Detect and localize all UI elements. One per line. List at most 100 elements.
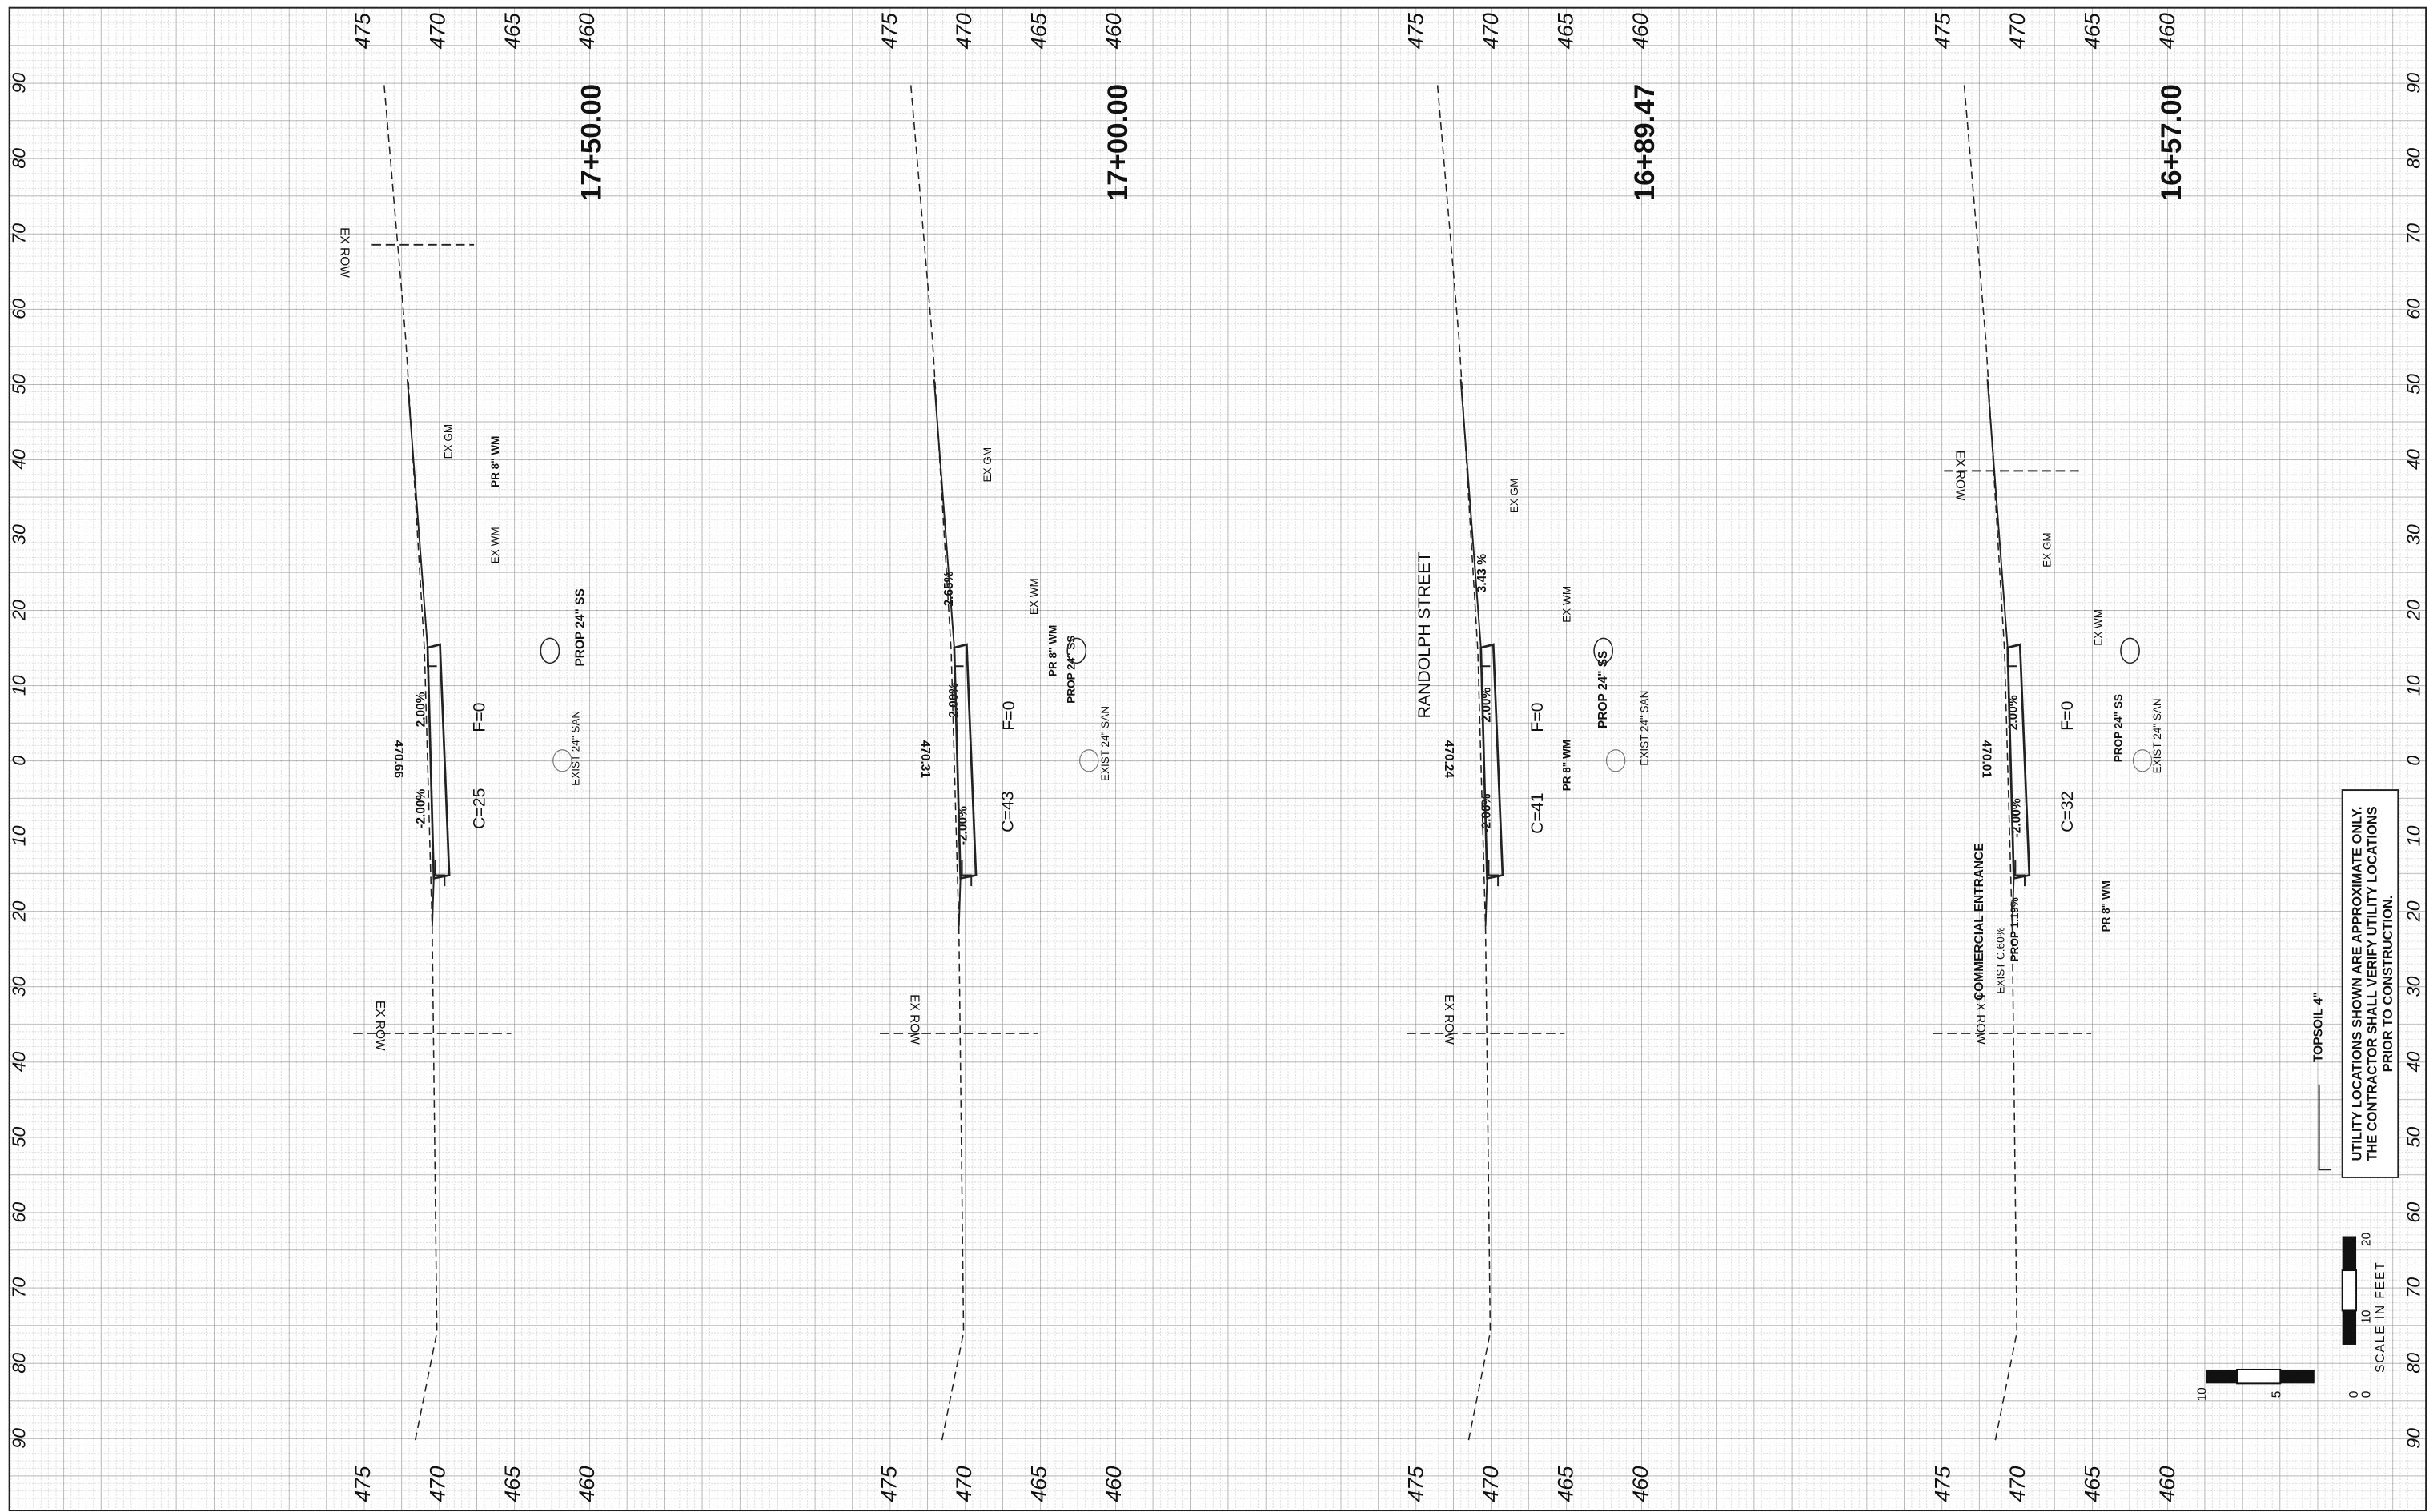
offset-label: 20: [2403, 900, 2424, 922]
elevation-label: 475: [1403, 1466, 1428, 1502]
annotation: PR 8" WM: [1046, 625, 1058, 676]
annotation: F=0: [999, 701, 1018, 731]
annotation: EXIST 24" SAN: [1099, 706, 1111, 781]
annotation: EX WM: [489, 527, 501, 563]
annotation: C=32: [2058, 791, 2077, 832]
offset-label: 10: [8, 825, 29, 846]
annotation: EX GM: [1508, 479, 1520, 514]
elevation-label: 465: [500, 1466, 524, 1502]
station-label: 17+50.00: [576, 84, 607, 201]
existing-ground: [1963, 85, 2018, 1442]
offset-label: 20: [2403, 600, 2424, 621]
elevation-label: 465: [500, 12, 524, 49]
offset-label: 60: [2403, 1202, 2424, 1223]
offset-label: 90: [8, 1428, 29, 1449]
annotation: F=0: [1528, 702, 1547, 732]
annotation: 2.00%: [414, 692, 428, 727]
station-label: 16+89.47: [1629, 84, 1660, 201]
offset-label: 50: [2403, 374, 2424, 395]
pipe: [540, 637, 560, 664]
offset-label: 40: [2403, 1052, 2424, 1073]
proposed-slope: [1986, 379, 2009, 648]
annotation: EX ROW: [373, 1001, 387, 1051]
scale-label: 10: [2196, 1387, 2210, 1401]
annotation: PROP 24" SS: [574, 588, 588, 666]
elevation-label: 470: [1478, 13, 1503, 49]
elevation-label: 465: [1553, 12, 1578, 49]
annotation: C=43: [998, 791, 1017, 832]
annotation: F=0: [469, 702, 488, 732]
scale-title: SCALE IN FEET: [2374, 1261, 2387, 1373]
annotation: 470.31: [918, 740, 932, 779]
elevation-label: 470: [2005, 13, 2030, 49]
elevation-label: 475: [350, 1466, 375, 1502]
pipe: [1593, 637, 1614, 664]
annotation: C=41: [1528, 792, 1547, 833]
cross-section: [1406, 85, 1626, 1442]
elevation-label: 465: [2079, 12, 2104, 49]
existing-ground: [909, 85, 965, 1442]
offset-label: 40: [2403, 449, 2424, 470]
offset-label: 40: [8, 1052, 29, 1073]
offset-label: 90: [2403, 73, 2424, 94]
cross-section: [353, 85, 572, 1442]
elevation-label: 465: [1026, 1466, 1051, 1502]
offset-label: 0: [8, 756, 29, 766]
elevation-label: 460: [2154, 1466, 2179, 1502]
elevation-label: 475: [1403, 12, 1428, 49]
curb: [953, 648, 964, 668]
elevation-label: 460: [574, 1466, 599, 1502]
curb: [1479, 648, 1491, 668]
elevation-label: 475: [350, 12, 375, 49]
annotation: PR 8" WM: [2100, 880, 2112, 932]
offset-label: 70: [2403, 1277, 2424, 1298]
elevation-label: 470: [424, 13, 449, 49]
scale-bar: [2280, 1369, 2315, 1384]
offset-label: 50: [2403, 1127, 2424, 1148]
elevation-label: 460: [1101, 1466, 1126, 1502]
annotation: 470.24: [1442, 740, 1455, 779]
cross-section: [1933, 85, 2153, 1442]
proposed-slope: [933, 379, 955, 648]
offset-label: 10: [2403, 675, 2424, 696]
annotation: EX ROW: [1973, 994, 1987, 1045]
pipe: [552, 749, 572, 772]
elevation-label: 470: [424, 1466, 449, 1502]
back-slope: [2011, 878, 2015, 927]
pipe: [1066, 637, 1087, 664]
pipe: [2132, 749, 2153, 772]
pavement: [2006, 643, 2031, 880]
annotation: EX GM: [443, 424, 455, 459]
elevation-label: 470: [1478, 1466, 1503, 1502]
annotation: 470.01: [1980, 740, 1993, 779]
offset-label: 60: [8, 299, 29, 319]
offset-label: 30: [8, 524, 29, 545]
elevation-label: 460: [1628, 1466, 1652, 1502]
offset-label: 70: [8, 223, 29, 244]
scale-label: 10: [2360, 1310, 2374, 1324]
grid: [8, 6, 2427, 1512]
offset-label: 70: [2403, 223, 2424, 244]
station-label: 16+57.00: [2156, 84, 2187, 201]
annotation: PROP 24" SS: [1066, 636, 1078, 704]
pavement: [426, 643, 451, 880]
annotation: EXIST 24" SAN: [569, 711, 581, 786]
annotation: EX WM: [1561, 586, 1573, 623]
annotation: EX GM: [2042, 532, 2054, 568]
offset-label: 90: [8, 73, 29, 94]
scale-label: 0: [2347, 1391, 2361, 1398]
annotation: EX WM: [2092, 609, 2104, 646]
scale-label: 5: [2270, 1391, 2283, 1398]
elevation-label: 460: [2154, 13, 2179, 49]
annotation: EX ROW: [1442, 994, 1455, 1045]
elevation-label: 470: [951, 13, 976, 49]
annotation: EX ROW: [908, 994, 921, 1045]
proposed-slope: [1459, 379, 1482, 648]
offset-label: 70: [8, 1277, 29, 1298]
curb: [1488, 860, 1500, 887]
scale-bar: [2342, 1236, 2357, 1271]
annotation: 2.00%: [947, 683, 961, 718]
utility-note: UTILITY LOCATIONS SHOWN ARE APPROXIMATE …: [2350, 807, 2364, 1161]
annotation: EX WM: [1028, 578, 1040, 615]
elevation-label: 465: [1026, 12, 1051, 49]
